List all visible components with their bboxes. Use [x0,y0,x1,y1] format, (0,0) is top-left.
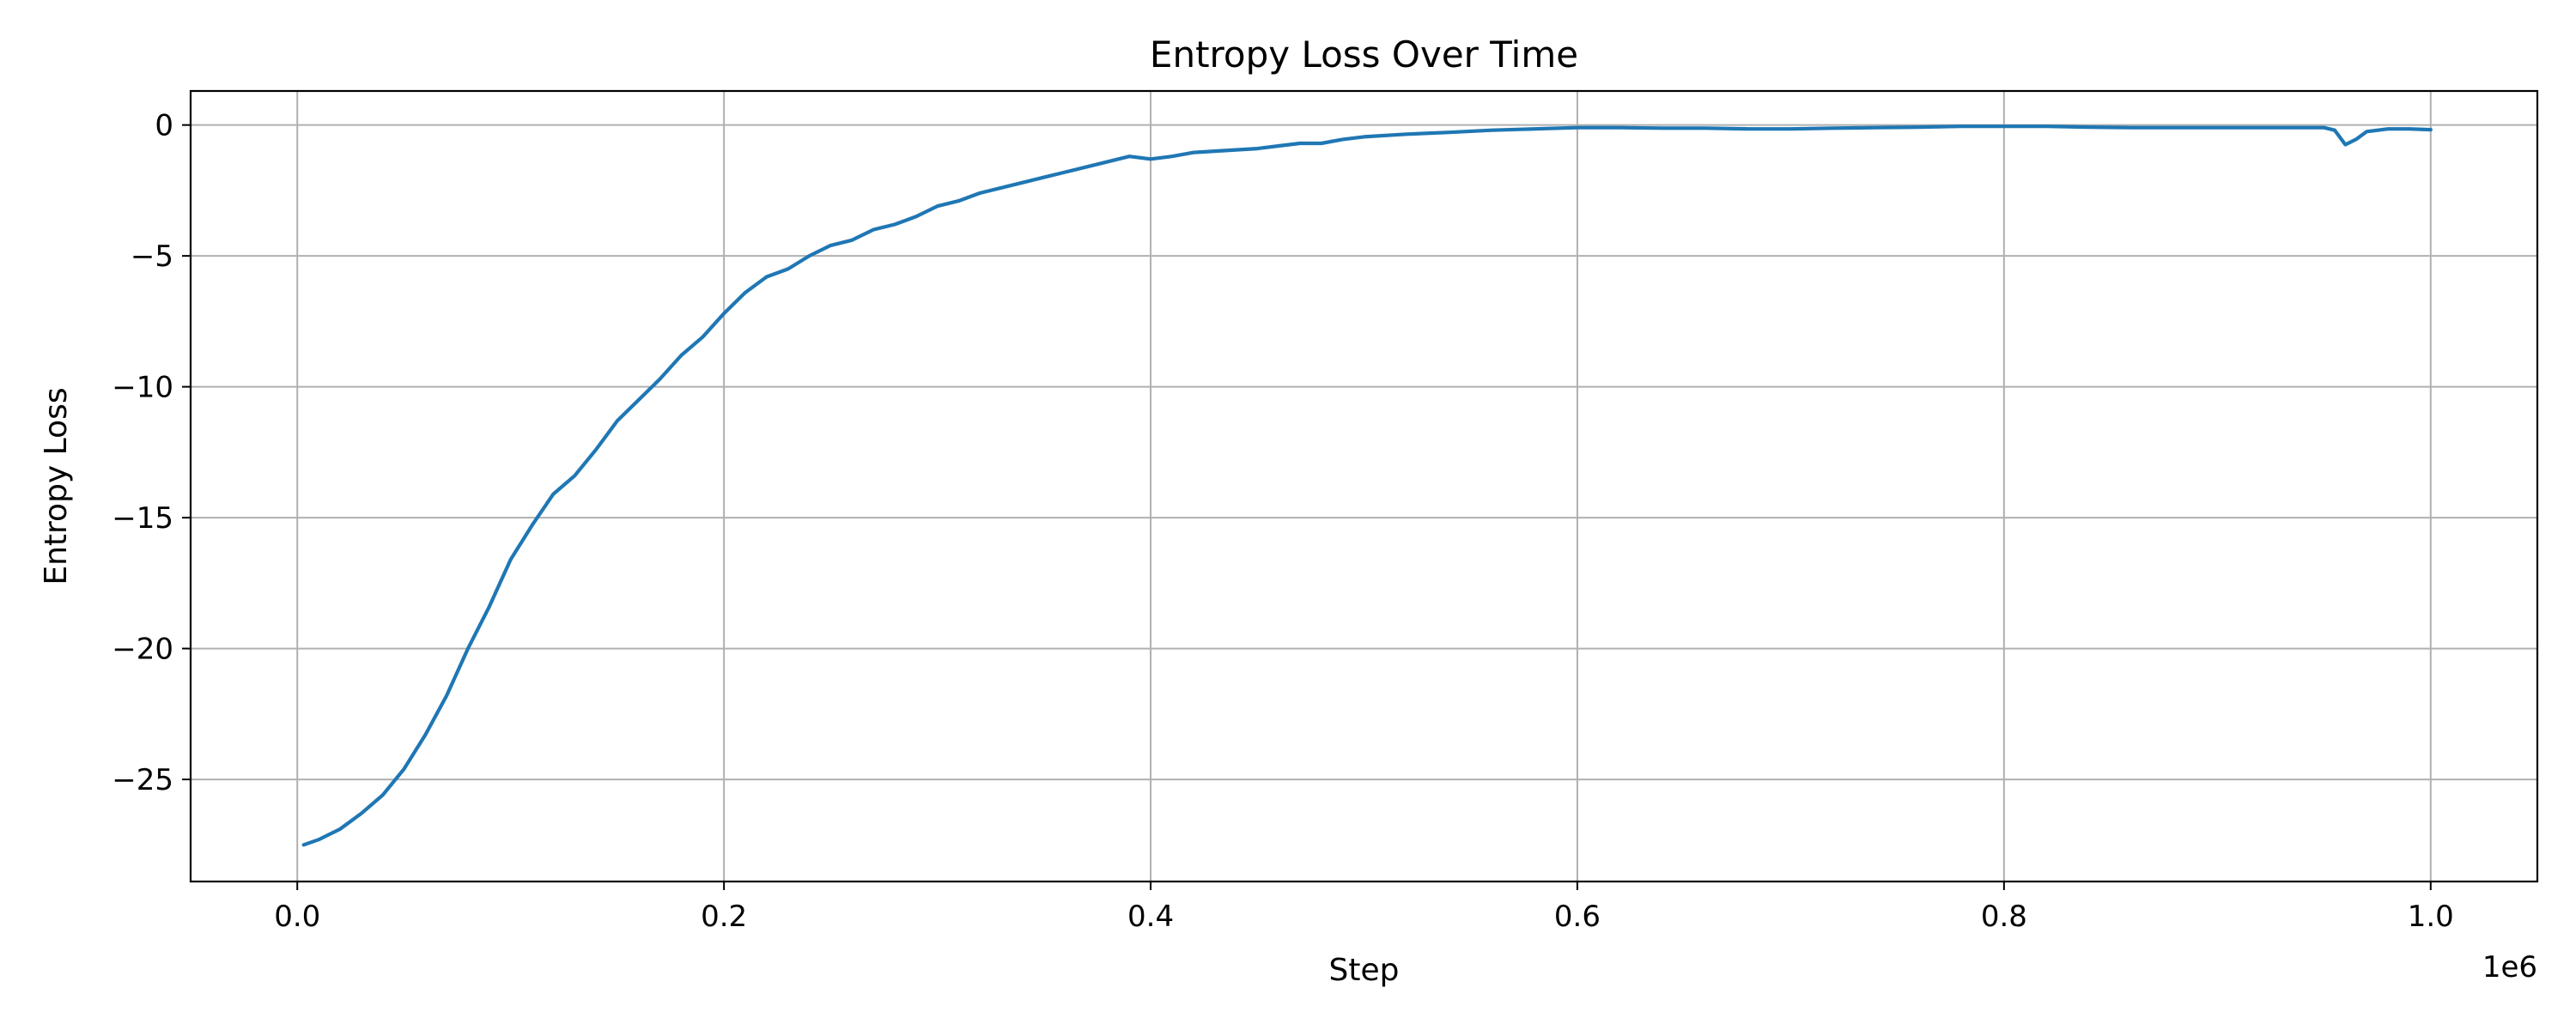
x-tick-label: 0.4 [1127,900,1174,934]
x-axis-label: Step [1329,953,1400,988]
y-axis-ticks: 0 −5 −10 −15 −20 −25 [112,109,191,797]
x-tick-label: 1.0 [2408,900,2454,934]
series-layer [301,124,2433,847]
y-axis-label: Entropy Loss [39,387,74,585]
y-tick-label: −20 [112,633,173,667]
y-tick-label: −10 [112,371,173,405]
y-tick-label: −15 [112,501,173,536]
x-axis-offset-label: 1e6 [2482,950,2537,985]
chart-title: Entropy Loss Over Time [1150,33,1578,76]
y-tick-label: −25 [112,763,173,797]
x-axis-ticks: 0.0 0.2 0.4 0.6 0.8 1.0 [274,882,2454,934]
y-tick-label: 0 [155,109,173,143]
y-tick-label: −5 [131,239,173,274]
series-line [301,124,2433,847]
x-tick-label: 0.2 [701,900,747,934]
plot-frame [189,89,2539,883]
grid-lines [191,91,2537,882]
x-tick-label: 0.0 [274,900,320,934]
x-tick-label: 0.6 [1554,900,1601,934]
x-tick-label: 0.8 [1981,900,2027,934]
